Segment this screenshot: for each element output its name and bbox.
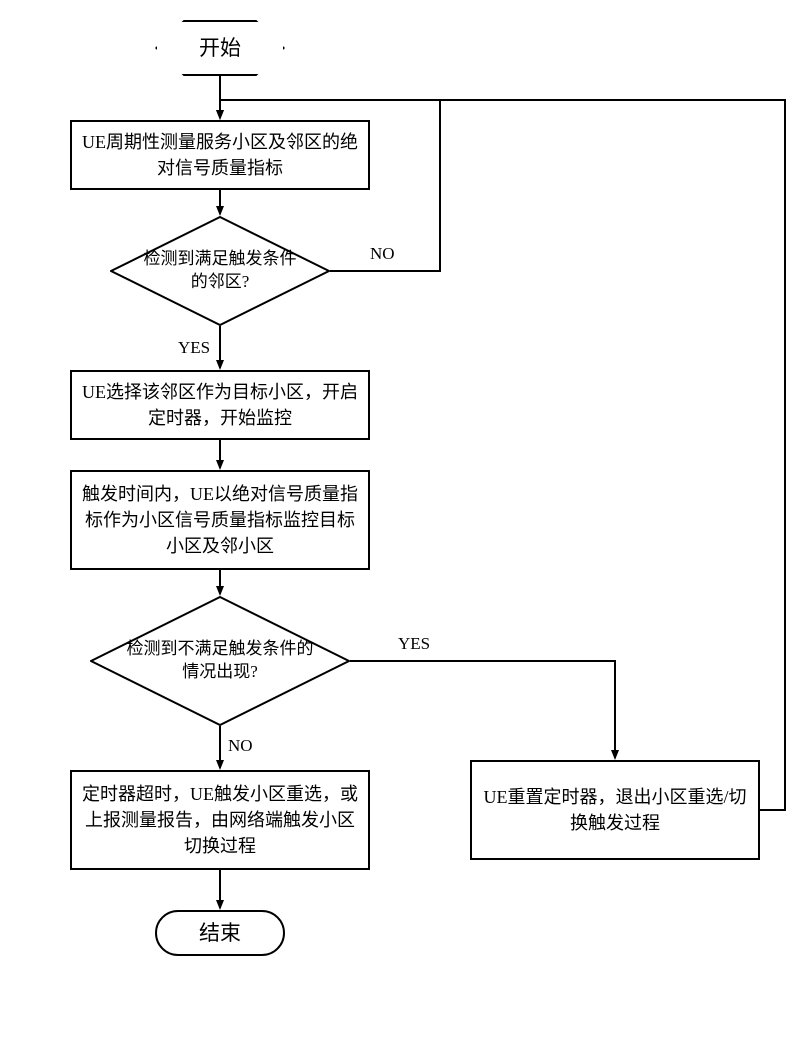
process-monitor-label: 触发时间内，UE以绝对信号质量指标作为小区信号质量指标监控目标小区及邻小区: [82, 481, 358, 559]
start-node: 开始: [155, 20, 285, 76]
decision-1-label: 检测到满足触发条件的邻区?: [144, 249, 297, 291]
edge-label-d1-yes: YES: [178, 338, 210, 358]
process-select-target-label: UE选择该邻区作为目标小区，开启定时器，开始监控: [82, 379, 358, 431]
process-select-target: UE选择该邻区作为目标小区，开启定时器，开始监控: [70, 370, 370, 440]
process-timeout-label: 定时器超时，UE触发小区重选，或上报测量报告，由网络端触发小区切换过程: [82, 781, 358, 859]
decision-trigger-neighbor: 检测到满足触发条件的邻区?: [110, 216, 330, 326]
edge-label-d1-no: NO: [370, 244, 395, 264]
process-monitor: 触发时间内，UE以绝对信号质量指标作为小区信号质量指标监控目标小区及邻小区: [70, 470, 370, 570]
start-label: 开始: [199, 33, 241, 63]
edge-label-d2-yes: YES: [398, 634, 430, 654]
end-node: 结束: [155, 910, 285, 956]
edge-label-d2-no: NO: [228, 736, 253, 756]
process-measure: UE周期性测量服务小区及邻区的绝对信号质量指标: [70, 120, 370, 190]
end-label: 结束: [199, 918, 241, 948]
decision-2-label: 检测到不满足触发条件的情况出现?: [127, 639, 314, 681]
process-measure-label: UE周期性测量服务小区及邻区的绝对信号质量指标: [82, 129, 358, 181]
process-reset-timer-label: UE重置定时器，退出小区重选/切换触发过程: [482, 784, 748, 836]
process-reset-timer: UE重置定时器，退出小区重选/切换触发过程: [470, 760, 760, 860]
decision-not-satisfy: 检测到不满足触发条件的情况出现?: [90, 596, 350, 726]
process-timeout: 定时器超时，UE触发小区重选，或上报测量报告，由网络端触发小区切换过程: [70, 770, 370, 870]
